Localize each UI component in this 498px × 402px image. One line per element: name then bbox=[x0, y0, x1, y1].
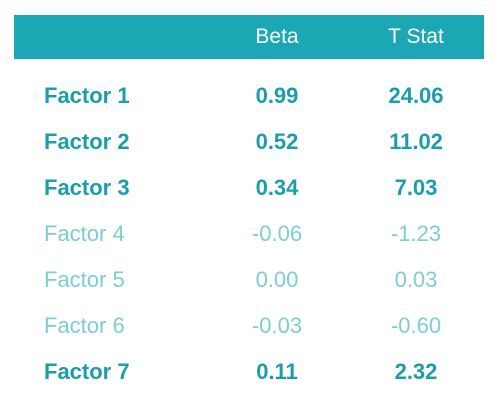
factor-label: Factor 1 bbox=[44, 83, 130, 108]
beta-value: -0.06 bbox=[251, 221, 303, 246]
factor-label: Factor 7 bbox=[44, 359, 130, 384]
tstat-value: -1.23 bbox=[390, 221, 442, 246]
factor-label: Factor 4 bbox=[44, 221, 125, 246]
beta-value: 0.34 bbox=[255, 175, 299, 200]
table-row: Factor 1 0.99 24.06 bbox=[14, 73, 484, 119]
tstat-value: -0.60 bbox=[390, 313, 442, 338]
header-factor-cell bbox=[44, 15, 214, 59]
tstat-value: 0.03 bbox=[394, 267, 438, 292]
factor-label: Factor 3 bbox=[44, 175, 130, 200]
header-tstat: T Stat bbox=[388, 25, 444, 48]
tstat-value: 11.02 bbox=[389, 129, 443, 154]
beta-value: 0.00 bbox=[255, 267, 299, 292]
beta-value: 0.52 bbox=[255, 129, 299, 154]
tstat-value: 24.06 bbox=[388, 83, 444, 108]
table-row: Factor 7 0.11 2.32 bbox=[14, 349, 484, 395]
table-row: Factor 3 0.34 7.03 bbox=[14, 165, 484, 211]
table-header: Beta T Stat bbox=[14, 15, 484, 59]
tstat-value: 7.03 bbox=[394, 175, 438, 200]
factor-label: Factor 5 bbox=[44, 267, 125, 292]
beta-value: 0.99 bbox=[255, 83, 299, 108]
regression-table: Beta T Stat Factor 1 0.99 24.06 Factor 2… bbox=[14, 15, 484, 395]
beta-value: 0.11 bbox=[256, 359, 298, 384]
factor-label: Factor 2 bbox=[44, 129, 130, 154]
table-row: Factor 2 0.52 11.02 bbox=[14, 119, 484, 165]
table-body: Factor 1 0.99 24.06 Factor 2 0.52 11.02 … bbox=[14, 73, 484, 395]
factor-label: Factor 6 bbox=[44, 313, 125, 338]
beta-value: -0.03 bbox=[251, 313, 303, 338]
table-row: Factor 4 -0.06 -1.23 bbox=[14, 211, 484, 257]
table-row: Factor 6 -0.03 -0.60 bbox=[14, 303, 484, 349]
table-row: Factor 5 0.00 0.03 bbox=[14, 257, 484, 303]
header-beta: Beta bbox=[255, 25, 299, 48]
tstat-value: 2.32 bbox=[394, 359, 438, 384]
